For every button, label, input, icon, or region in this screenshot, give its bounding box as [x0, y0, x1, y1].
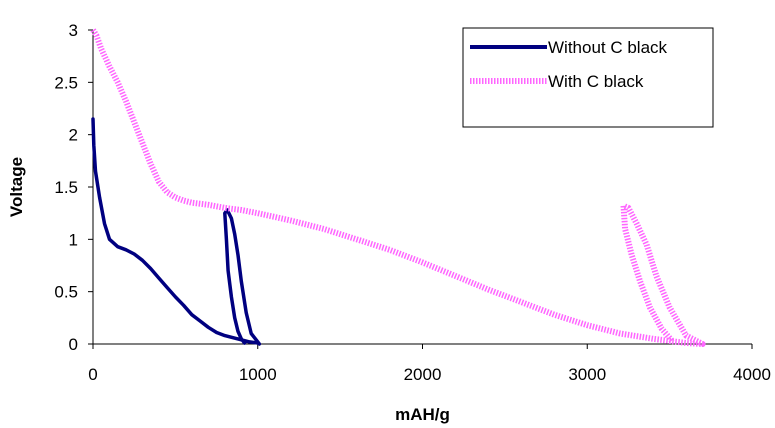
series-line-1 — [90, 28, 706, 347]
x-axis-ticks: 0 1000 2000 3000 4000 — [88, 344, 771, 384]
x-tick-label: 2000 — [404, 365, 442, 384]
plot-area: 0 1000 2000 3000 4000 0 0.5 1 1.5 2 2.5 3 — [54, 21, 771, 384]
x-axis-title: mAH/g — [395, 405, 450, 424]
x-tick-label: 0 — [88, 365, 97, 384]
legend-label-1: With C black — [548, 72, 644, 91]
legend-items: Without C black With C black — [470, 38, 668, 91]
y-tick-label: 0.5 — [54, 283, 78, 302]
y-axis-title: Voltage — [7, 157, 26, 217]
series-line-0 — [91, 117, 262, 346]
legend: Without C black With C black — [462, 27, 714, 128]
y-tick-label: 3 — [69, 21, 78, 40]
y-tick-label: 0 — [69, 335, 78, 354]
x-tick-label: 3000 — [568, 365, 606, 384]
x-tick-label: 4000 — [733, 365, 771, 384]
y-tick-label: 2 — [69, 126, 78, 145]
legend-box — [462, 27, 714, 128]
y-tick-label: 1 — [69, 230, 78, 249]
y-tick-label: 2.5 — [54, 73, 78, 92]
legend-label-0: Without C black — [548, 38, 668, 57]
series-layer — [90, 28, 706, 347]
y-axis-ticks: 0 0.5 1 1.5 2 2.5 3 — [54, 21, 93, 354]
x-tick-label: 1000 — [239, 365, 277, 384]
y-tick-label: 1.5 — [54, 178, 78, 197]
